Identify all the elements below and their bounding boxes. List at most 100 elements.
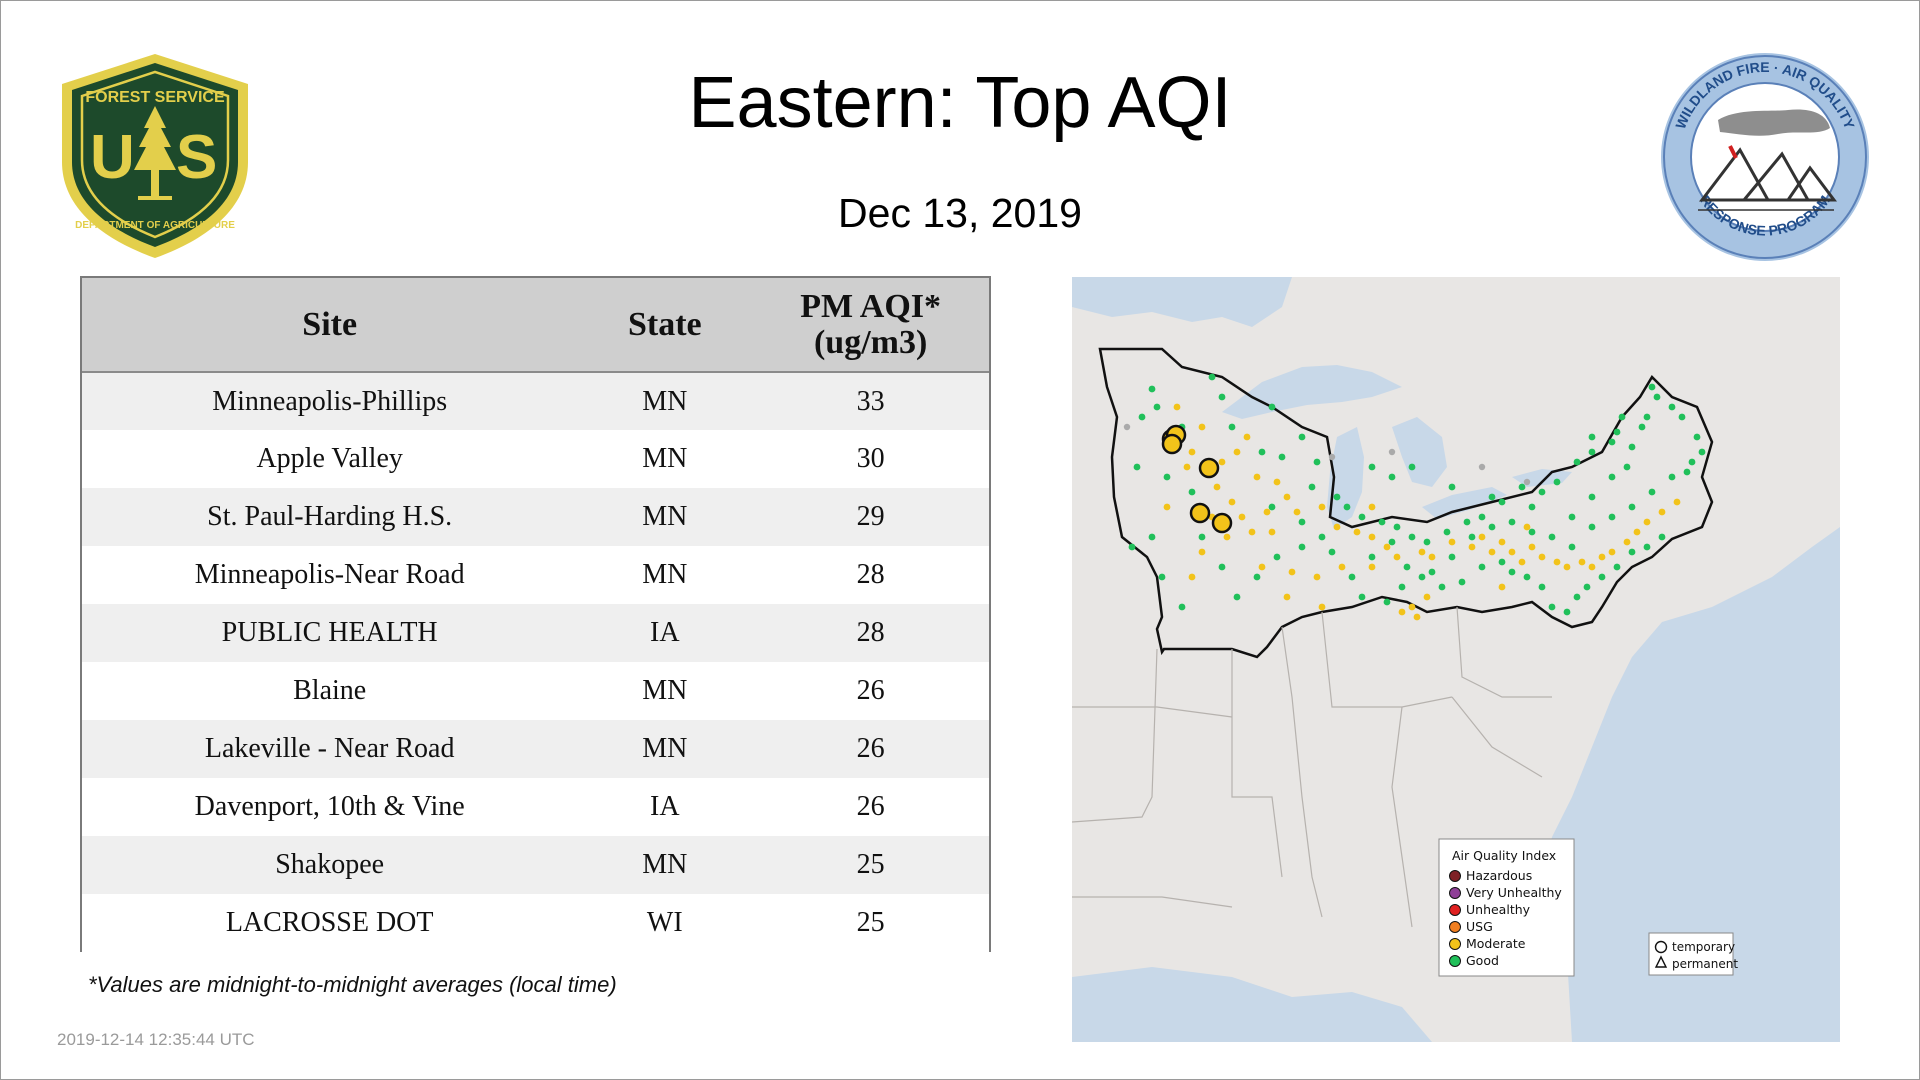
value-cell: 26 [856, 733, 885, 764]
site-marker-good [1178, 603, 1186, 611]
site-marker-moderate [1313, 573, 1321, 581]
site-marker-good [1678, 413, 1686, 421]
legend-item-label: Moderate [1466, 936, 1526, 951]
site-marker-moderate [1163, 503, 1171, 511]
site-marker-good [1388, 538, 1396, 546]
site-cell: Shakopee [275, 849, 385, 880]
lake-erie [1422, 487, 1507, 519]
legend-title: Air Quality Index [1452, 848, 1556, 863]
site-marker-moderate [1223, 533, 1231, 541]
site-marker-good [1563, 608, 1571, 616]
site-marker-good [1568, 543, 1576, 551]
site-marker-moderate [1428, 553, 1436, 561]
site-marker-good [1383, 598, 1391, 606]
site-cell: Apple Valley [256, 443, 403, 474]
value-cell: 25 [856, 849, 885, 880]
legend-item-label: Good [1466, 953, 1499, 968]
site-marker-good [1498, 498, 1506, 506]
site-marker-good [1393, 523, 1401, 531]
site-marker-good [1648, 383, 1656, 391]
site-marker-no-data [1523, 478, 1531, 486]
wildland-fire-air-quality-logo: WILDLAND FIRE · AIR QUALITY RESPONSE PRO… [1661, 53, 1869, 261]
site-marker-good [1428, 568, 1436, 576]
site-marker-good [1608, 438, 1616, 446]
site-marker-good [1643, 543, 1651, 551]
site-marker-moderate [1578, 558, 1586, 566]
site-marker-moderate [1633, 528, 1641, 536]
site-marker-good [1613, 428, 1621, 436]
site-marker-good [1133, 463, 1141, 471]
site-marker-moderate [1488, 548, 1496, 556]
site-marker-good [1153, 403, 1161, 411]
site-marker-good [1408, 533, 1416, 541]
table-row: Davenport, 10th & Vine IA 26 [82, 778, 989, 836]
site-marker-moderate [1448, 538, 1456, 546]
value-cell: 28 [856, 617, 885, 648]
site-marker-good [1573, 458, 1581, 466]
site-marker-moderate-large [1161, 433, 1183, 455]
site-marker-good [1343, 503, 1351, 511]
table-row: Apple Valley MN 30 [82, 430, 989, 488]
site-marker-good [1233, 593, 1241, 601]
state-borders [1072, 606, 1552, 928]
site-marker-moderate [1353, 528, 1361, 536]
state-cell: MN [642, 385, 688, 417]
column-header-pm-aqi: PM AQI* (ug/m3) [752, 278, 989, 373]
site-marker-good [1528, 503, 1536, 511]
legend-item-label: Very Unhealthy [1466, 885, 1562, 900]
aqi-legend: Air Quality Index Hazardous Very Unhealth… [1438, 838, 1738, 977]
gulf-of-mexico [1072, 967, 1432, 1042]
site-marker-good [1628, 503, 1636, 511]
site-marker-good [1148, 533, 1156, 541]
site-marker-no-data [1123, 423, 1131, 431]
site-marker-moderate [1658, 508, 1666, 516]
site-marker-good [1348, 573, 1356, 581]
state-cell: MN [642, 733, 688, 764]
logo-bottom-text: DEPARTMENT OF AGRICULTURE [75, 220, 235, 231]
table-row: Lakeville - Near Road MN 26 [82, 720, 989, 778]
site-marker-moderate [1243, 433, 1251, 441]
site-marker-good [1653, 393, 1661, 401]
site-marker-moderate [1588, 563, 1596, 571]
site-marker-moderate [1518, 558, 1526, 566]
smoke-plume-icon [1718, 109, 1830, 136]
site-marker-good [1333, 493, 1341, 501]
table-row: PUBLIC HEALTH IA 28 [82, 604, 989, 662]
site-marker-moderate [1258, 563, 1266, 571]
state-cell: MN [642, 501, 688, 532]
site-marker-good [1268, 403, 1276, 411]
site-marker-good [1188, 488, 1196, 496]
site-marker-good [1268, 503, 1276, 511]
atlantic-ocean [1542, 527, 1840, 1042]
svg-text:S: S [176, 123, 217, 192]
site-marker-moderate [1283, 493, 1291, 501]
site-marker-moderate [1173, 403, 1181, 411]
site-marker-good [1508, 568, 1516, 576]
site-marker-good [1458, 578, 1466, 586]
northern-lakes [1072, 277, 1292, 327]
site-marker-good [1643, 413, 1651, 421]
value-cell: 29 [856, 501, 885, 532]
site-marker-good [1573, 593, 1581, 601]
site-marker-moderate [1368, 533, 1376, 541]
site-marker-good [1628, 443, 1636, 451]
fire-icon [1728, 145, 1738, 159]
site-marker-moderate [1383, 543, 1391, 551]
site-cell: St. Paul-Harding H.S. [207, 501, 453, 532]
table-row: Shakopee MN 25 [82, 836, 989, 894]
site-marker-good [1648, 488, 1656, 496]
site-marker-moderate [1338, 563, 1346, 571]
state-cell: MN [642, 675, 688, 706]
site-marker-good [1318, 533, 1326, 541]
column-header-site: Site [82, 278, 578, 373]
legend-temporary-label: temporary [1672, 940, 1735, 954]
site-marker-moderate-large [1211, 512, 1233, 534]
site-marker-good [1498, 558, 1506, 566]
site-marker-good [1568, 513, 1576, 521]
site-marker-moderate [1218, 458, 1226, 466]
site-marker-moderate [1413, 613, 1421, 621]
legend-swatch [1449, 904, 1461, 916]
legend-swatch [1449, 938, 1461, 950]
aqi-site-markers [1123, 373, 1706, 621]
column-header-state: State [577, 278, 753, 373]
